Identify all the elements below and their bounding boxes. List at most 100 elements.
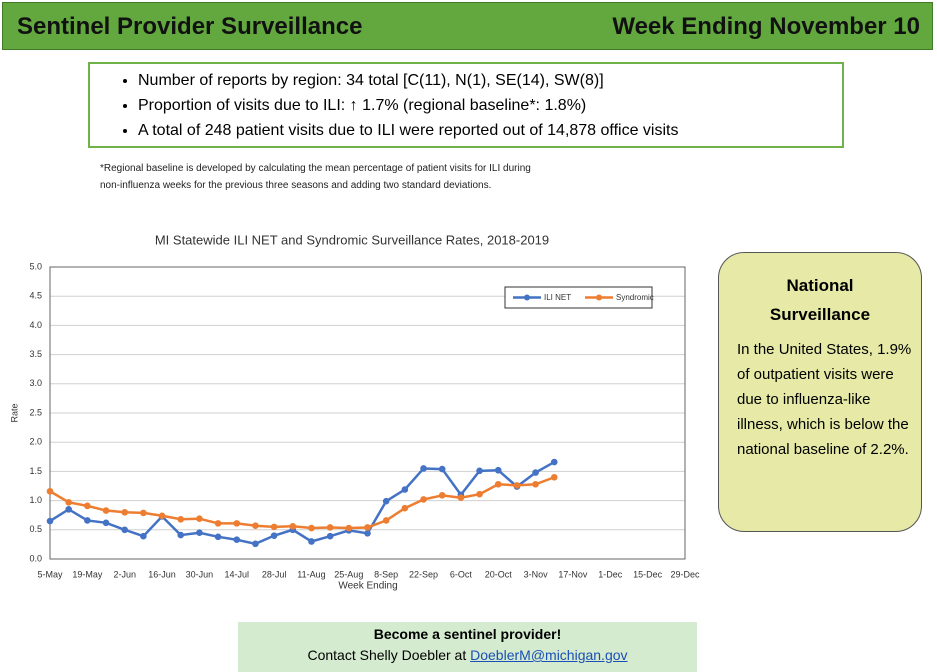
data-point (382, 497, 390, 505)
legend-label: ILI NET (544, 293, 571, 302)
y-tick-label: 2.0 (29, 437, 42, 447)
data-point (121, 508, 129, 516)
x-tick-label: 3-Nov (524, 569, 549, 579)
data-point (382, 517, 390, 524)
data-point (364, 524, 371, 531)
header-bar: Sentinel Provider Surveillance Week Endi… (2, 2, 933, 50)
x-tick-label: 22-Sep (409, 569, 438, 579)
x-tick-label: 19-May (72, 569, 103, 579)
email-link[interactable]: DoeblerM@michigan.gov (470, 647, 628, 663)
summary-list: Number of reports by region: 34 total [C… (90, 68, 842, 143)
legend-marker (524, 294, 530, 301)
data-point (476, 490, 483, 498)
y-tick-label: 5.0 (29, 261, 42, 271)
data-point (214, 533, 222, 541)
data-point (308, 524, 315, 532)
y-tick-label: 3.5 (29, 349, 42, 359)
y-tick-label: 0.5 (29, 524, 42, 534)
data-point (233, 520, 241, 527)
y-tick-label: 1.5 (29, 466, 42, 476)
series-line (49, 460, 555, 546)
x-tick-label: 15-Dec (633, 569, 663, 579)
y-tick-label: 0.0 (29, 553, 42, 563)
data-point (532, 469, 539, 476)
data-point (420, 465, 427, 472)
x-tick-label: 28-Jul (262, 569, 287, 579)
x-tick-label: 6-Oct (450, 569, 473, 579)
data-point (457, 494, 465, 501)
data-point (494, 466, 502, 474)
data-point (401, 486, 409, 493)
data-point (177, 531, 185, 539)
x-axis-label: Week Ending (338, 581, 397, 592)
data-point (270, 523, 278, 531)
data-point (84, 517, 91, 524)
data-point (513, 482, 521, 489)
data-point (65, 499, 72, 506)
data-point (401, 504, 409, 512)
national-title: National Surveillance (769, 276, 871, 324)
y-tick-label: 2.5 (29, 407, 42, 417)
data-point (140, 509, 147, 517)
chart-title: MI Statewide ILI NET and Syndromic Surve… (155, 232, 549, 247)
x-tick-label: 14-Jul (225, 569, 250, 579)
summary-box: Number of reports by region: 34 total [C… (88, 62, 844, 148)
data-point (476, 467, 483, 475)
x-tick-label: 2-Jun (113, 569, 136, 579)
data-point (494, 480, 502, 488)
week-ending: Week Ending November 10 (612, 13, 920, 40)
x-tick-label: 29-Dec (670, 569, 700, 579)
x-tick-label: 1-Dec (598, 569, 623, 579)
data-point (438, 492, 446, 499)
data-point (438, 465, 446, 473)
page-title: Sentinel Provider Surveillance (17, 13, 363, 40)
x-tick-label: 5-May (37, 569, 63, 579)
bullet: Proportion of visits due to ILI: ↑ 1.7% … (138, 93, 842, 118)
data-point (196, 515, 203, 523)
data-point (196, 529, 203, 537)
national-text: In the United States, 1.9% of outpatient… (737, 341, 912, 458)
data-point (177, 515, 185, 523)
footer-contact: Contact Shelly Doebler at (307, 647, 467, 663)
footnote: *Regional baseline is developed by calcu… (100, 160, 531, 194)
data-point (46, 487, 54, 495)
data-point (270, 532, 278, 539)
x-tick-label: 25-Aug (334, 569, 363, 579)
footnote-line: *Regional baseline is developed by calcu… (100, 163, 531, 174)
footer-heading: Become a sentinel provider! (373, 626, 562, 642)
y-axis-label: Rate (9, 403, 19, 422)
data-point (214, 520, 222, 527)
data-point (102, 507, 110, 514)
x-tick-label: 11-Aug (297, 569, 325, 579)
x-tick-label: 30-Jun (186, 569, 214, 579)
x-tick-label: 20-Oct (485, 569, 513, 579)
data-point (158, 512, 166, 520)
data-point (364, 530, 371, 537)
x-tick-label: 8-Sep (374, 569, 398, 579)
x-tick-label: 17-Nov (558, 569, 588, 579)
data-point (252, 540, 259, 548)
data-point (233, 536, 241, 544)
data-point (65, 506, 72, 513)
footer-box: Become a sentinel provider! Contact Shel… (238, 622, 697, 672)
bullet: Number of reports by region: 34 total [C… (138, 68, 842, 93)
x-tick-label: 16-Jun (148, 569, 176, 579)
data-point (326, 524, 334, 531)
y-tick-label: 4.0 (29, 320, 42, 330)
bullet: A total of 248 patient visits due to ILI… (138, 118, 842, 143)
legend-marker (596, 294, 602, 301)
data-point (420, 496, 427, 503)
data-point (326, 532, 334, 540)
series-line (49, 476, 555, 530)
data-point (289, 522, 297, 530)
footnote-line: non-influenza weeks for the previous thr… (100, 180, 492, 191)
data-point (121, 526, 129, 534)
data-point (532, 480, 539, 488)
data-point (550, 458, 558, 466)
data-point (308, 538, 315, 545)
data-point (550, 473, 558, 481)
y-tick-label: 3.0 (29, 378, 42, 388)
data-point (252, 522, 259, 530)
y-tick-label: 4.5 (29, 291, 42, 301)
